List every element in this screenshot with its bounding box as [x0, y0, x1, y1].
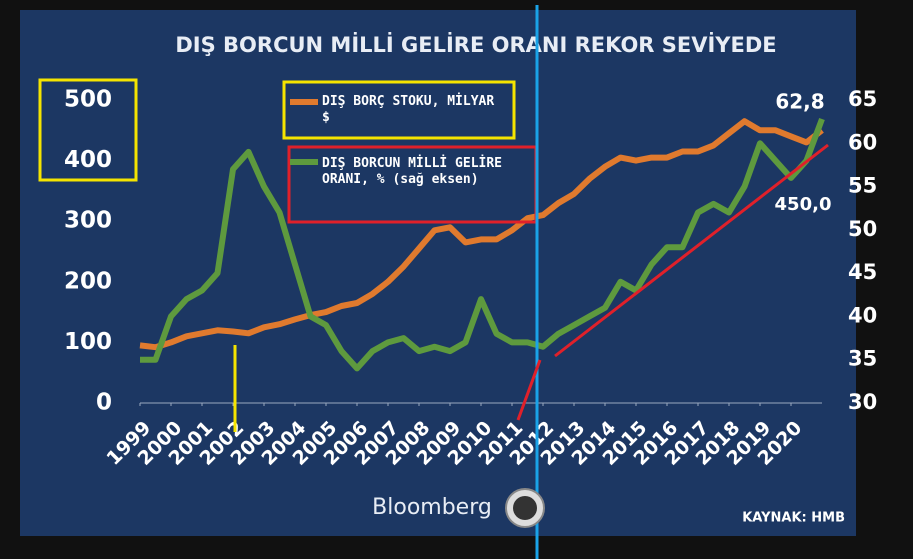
end-label: 62,8 — [775, 90, 824, 114]
trend-line — [554, 143, 829, 358]
y2-tick-label: 30 — [848, 390, 877, 414]
y-tick-label: 200 — [64, 268, 112, 294]
legend-label: DIŞ BORCUN MİLLİ GELİRE ORANI, % (sağ ek… — [322, 156, 503, 187]
y-tick-label: 100 — [64, 329, 112, 355]
panel — [20, 10, 856, 536]
y-tick-label: 0 — [96, 390, 112, 416]
y2-tick-label: 50 — [848, 217, 877, 241]
series-line — [139, 118, 824, 351]
highlight-box — [38, 78, 138, 182]
logo — [513, 496, 537, 520]
legend-label: DIŞ BORÇ STOKU, MİLYAR $ — [322, 94, 495, 125]
y2-tick-label: 45 — [848, 260, 877, 284]
chart-title: DIŞ BORCUN MİLLİ GELİRE ORANI REKOR SEVİ… — [175, 32, 776, 57]
y-tick-label: 500 — [64, 87, 112, 113]
source: KAYNAK: HMB — [742, 511, 845, 526]
end-label: 450,0 — [775, 194, 832, 215]
highlight-box — [282, 80, 516, 140]
y-tick-label: 300 — [64, 208, 112, 234]
y2-tick-label: 60 — [848, 130, 877, 154]
trend-line — [516, 359, 542, 421]
brand: Bloomberg — [372, 495, 492, 520]
y2-tick-label: 55 — [848, 174, 877, 198]
y2-tick-label: 65 — [848, 87, 877, 111]
series-line — [140, 117, 825, 372]
y2-tick-label: 40 — [848, 303, 877, 327]
y2-tick-label: 35 — [848, 347, 877, 371]
y-tick-label: 400 — [64, 147, 112, 173]
